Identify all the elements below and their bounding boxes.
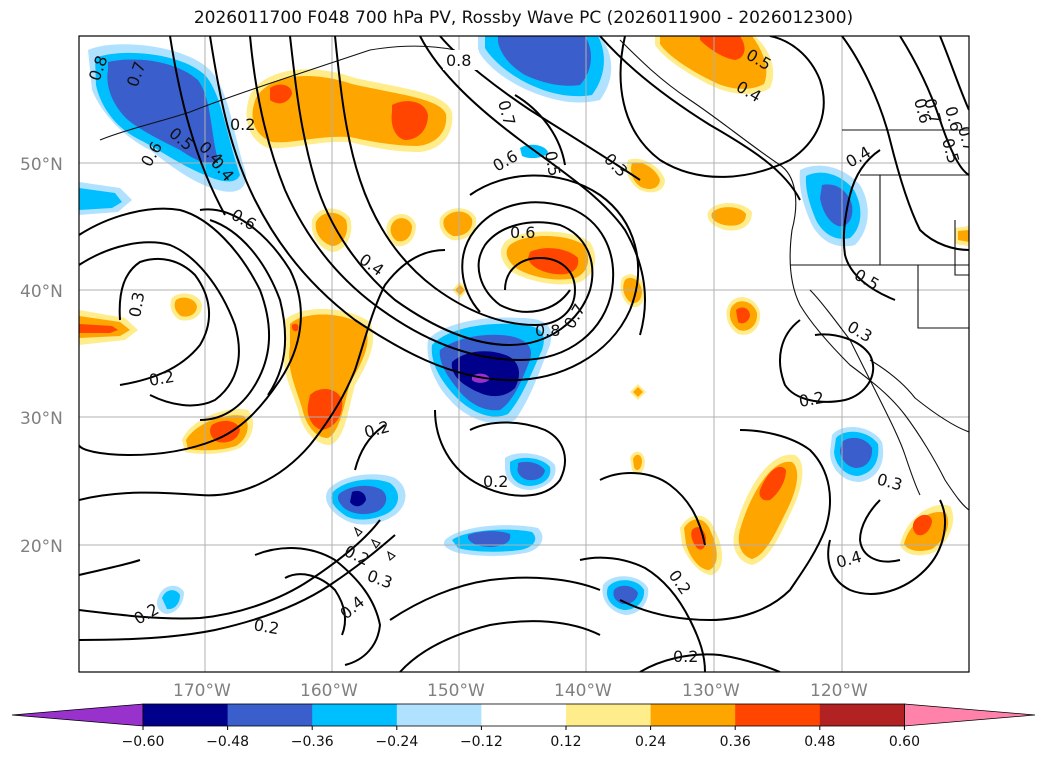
colorbar-tick-label: −0.60 (122, 734, 165, 750)
map-border (78, 35, 970, 673)
contour-label: 0.2 (230, 115, 255, 134)
coastlines (99, 39, 969, 561)
colorbar-segment (143, 704, 229, 726)
negative-anomaly-top-center (478, 36, 612, 103)
colorbar-segment (481, 704, 567, 726)
contour-label: 0.2 (483, 472, 508, 491)
latitude-labels: 50°N 40°N 30°N 20°N (20, 155, 63, 557)
negative-anomaly-hawaii (325, 474, 406, 525)
positive-anomaly-coast-mid (726, 297, 761, 335)
lat-label-30n: 30°N (20, 409, 63, 429)
colorbar-tick-label: −0.24 (375, 734, 418, 750)
positive-anomaly-south-coast-b (733, 454, 803, 565)
colorbar-segment (735, 704, 821, 726)
negative-anomaly-west-coast (799, 165, 868, 247)
colorbar-segment (396, 704, 482, 726)
lon-label-130w: 130°W (682, 681, 740, 701)
colorbar: −0.60 −0.48 −0.36 −0.24 −0.12 0.12 0.24 0.36 0.4… (11, 703, 1036, 750)
negative-anomaly-baja (830, 426, 884, 482)
negative-anomaly-aleutian (88, 44, 246, 192)
contour-label: 0.8 (446, 51, 471, 70)
colorbar-ticks: −0.60 −0.48 −0.36 −0.24 −0.12 0.12 0.24 0.36 0.4… (122, 726, 920, 750)
colorbar-tick-label: 0.24 (635, 734, 666, 750)
colorbar-tick-label: −0.36 (291, 734, 334, 750)
lat-label-50n: 50°N (20, 155, 63, 175)
colorbar-segments (11, 703, 1036, 727)
colorbar-tick-label: 0.12 (550, 734, 581, 750)
negative-anomaly-south-central (443, 525, 543, 556)
positive-anomaly-central-west (283, 308, 374, 445)
negative-anomaly-subtropical (505, 453, 556, 490)
colorbar-segment (227, 704, 313, 726)
contour-label: 0.2 (147, 367, 175, 390)
lon-label-120w: 120°W (810, 681, 868, 701)
negative-anomaly-south-east (602, 576, 649, 615)
colorbar-segment (650, 704, 736, 726)
colorbar-tick-label: 0.60 (889, 734, 920, 750)
lat-label-40n: 40°N (20, 282, 63, 302)
contour-label: 0.5 (541, 149, 564, 177)
pv-contours (79, 36, 969, 672)
positive-anomaly-south-coast-c (900, 504, 954, 556)
gridlines (79, 36, 969, 672)
colorbar-segment (819, 704, 905, 726)
colorbar-outline (142, 703, 905, 727)
colorbar-tick-label: 0.48 (804, 734, 835, 750)
contour-label: 0.2 (252, 615, 280, 638)
colorbar-extend-min (11, 703, 144, 727)
positive-anomaly-subtropical-west (182, 409, 254, 454)
colorbar-segment (566, 704, 652, 726)
positive-anomaly-north-pacific (246, 69, 453, 152)
lat-label-20n: 20°N (20, 537, 63, 557)
map-title: 2026011700 F048 700 hPa PV, Rossby Wave … (193, 8, 854, 28)
colorbar-extend-max (904, 703, 1036, 727)
colorbar-tick-label: −0.48 (206, 734, 249, 750)
contour-label: 0.2 (673, 647, 698, 666)
longitude-labels: 170°W 160°W 150°W 140°W 130°W 120°W (173, 681, 868, 701)
colorbar-tick-label: −0.12 (460, 734, 503, 750)
colorbar-segment (312, 704, 398, 726)
lon-label-140w: 140°W (554, 681, 612, 701)
contour-label: 0.8 (535, 321, 560, 340)
contour-label: 0.2 (797, 388, 825, 411)
contour-label: 0.3 (125, 290, 148, 318)
lon-label-150w: 150°W (427, 681, 485, 701)
contour-label: 0.6 (510, 223, 535, 242)
lon-label-160w: 160°W (300, 681, 358, 701)
colorbar-tick-label: 0.36 (720, 734, 751, 750)
lon-label-170w: 170°W (173, 681, 231, 701)
